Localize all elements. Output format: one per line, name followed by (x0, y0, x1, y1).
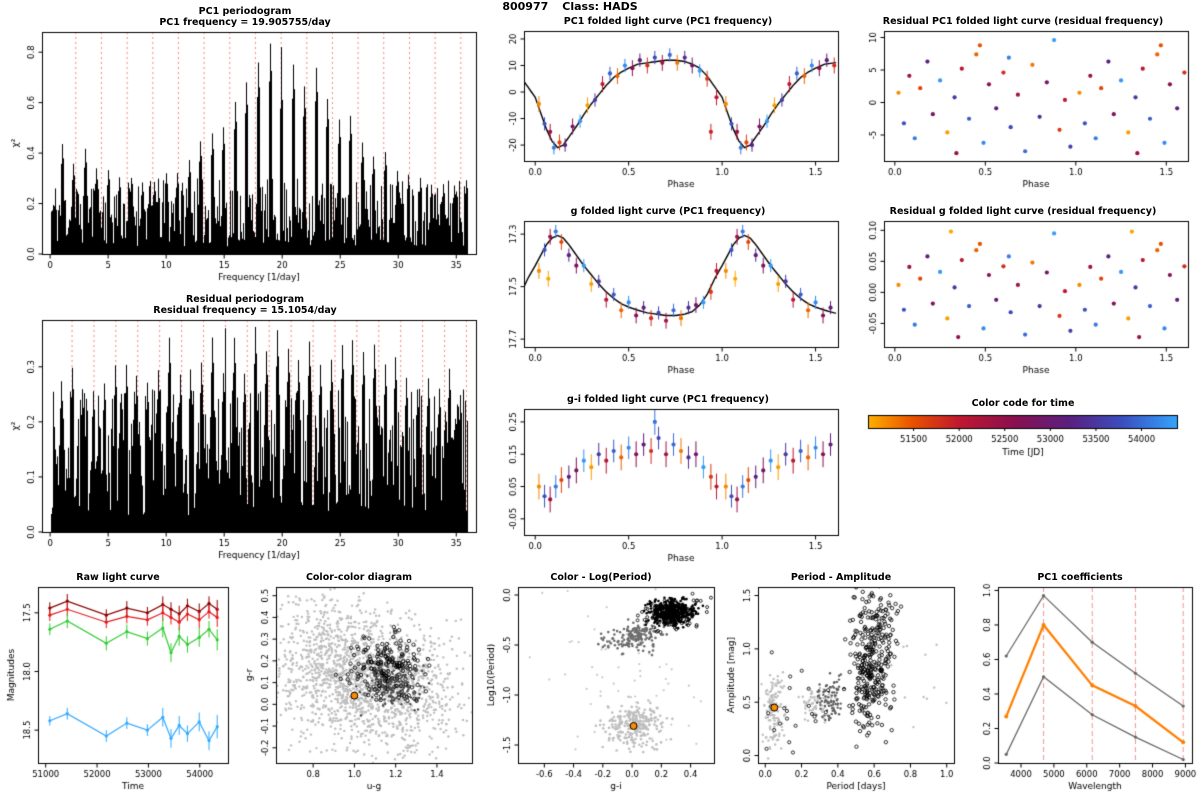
pc1-coefficients-title: PC1 coefficients (1037, 572, 1123, 583)
pc1-folded-title: PC1 folded light curve (PC1 frequency) (563, 16, 773, 27)
period-amplitude-title: Period - Amplitude (790, 572, 892, 583)
page-title: 800977 Class: HADS (390, 0, 750, 14)
residual-g-folded-title: Residual g folded light curve (residual … (889, 206, 1157, 217)
gi-folded-title: g-i folded light curve (PC1 frequency) (567, 394, 769, 405)
residual-pc1-folded-canvas (850, 27, 1196, 191)
residual-pc1-folded-title: Residual PC1 folded light curve (residua… (882, 16, 1164, 27)
time-colorbar-canvas (850, 409, 1196, 483)
panel-time-colorbar: Color code for time (850, 398, 1196, 483)
raw-light-curve-canvas (2, 583, 234, 795)
color-log-period-canvas (482, 583, 720, 795)
panel-residual-pc1-folded: Residual PC1 folded light curve (residua… (850, 16, 1196, 191)
panel-residual-g-folded: Residual g folded light curve (residual … (850, 206, 1196, 377)
color-color-canvas (240, 583, 478, 795)
pc1-periodogram-subtitle: PC1 frequency = 19.905755/day (159, 17, 331, 28)
panel-color-color: Color-color diagram (240, 572, 478, 795)
residual-periodogram-title: Residual periodogram (185, 294, 305, 305)
g-folded-canvas (490, 217, 846, 377)
panel-pc1-periodogram: PC1 periodogram PC1 frequency = 19.90575… (4, 6, 486, 286)
panel-raw-light-curve: Raw light curve (2, 572, 234, 795)
pc1-periodogram-title: PC1 periodogram (198, 6, 292, 17)
panel-gi-folded: g-i folded light curve (PC1 frequency) (490, 394, 846, 565)
panel-residual-periodogram: Residual periodogram Residual frequency … (4, 294, 486, 564)
color-log-period-title: Color - Log(Period) (550, 572, 652, 583)
panel-g-folded: g folded light curve (PC1 frequency) (490, 206, 846, 377)
g-folded-title: g folded light curve (PC1 frequency) (570, 206, 766, 217)
pc1-periodogram-canvas (4, 28, 486, 286)
raw-light-curve-title: Raw light curve (76, 572, 160, 583)
class-label: Class: HADS (562, 0, 638, 13)
pc1-folded-canvas (490, 27, 846, 191)
panel-pc1-folded: PC1 folded light curve (PC1 frequency) (490, 16, 846, 191)
residual-periodogram-canvas (4, 316, 486, 564)
panel-period-amplitude: Period - Amplitude (722, 572, 960, 795)
panel-color-log-period: Color - Log(Period) (482, 572, 720, 795)
time-colorbar-title: Color code for time (971, 398, 1075, 409)
gi-folded-canvas (490, 405, 846, 565)
pc1-coefficients-canvas (962, 583, 1198, 795)
residual-periodogram-subtitle: Residual frequency = 15.1054/day (153, 305, 337, 316)
color-color-title: Color-color diagram (305, 572, 413, 583)
object-id: 800977 (502, 0, 549, 13)
period-amplitude-canvas (722, 583, 960, 795)
panel-pc1-coefficients: PC1 coefficients (962, 572, 1198, 795)
residual-g-folded-canvas (850, 217, 1196, 377)
